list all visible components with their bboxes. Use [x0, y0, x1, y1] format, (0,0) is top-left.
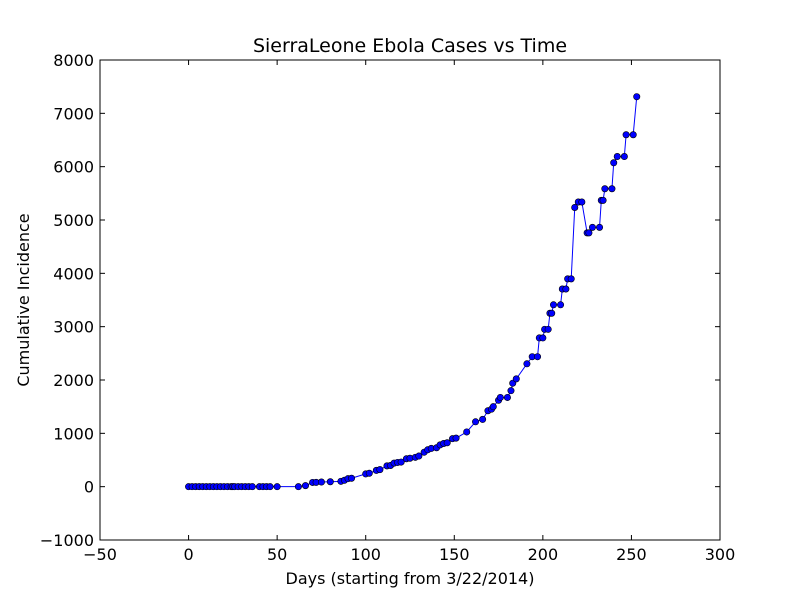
- y-tick-label: 3000: [53, 318, 94, 337]
- data-point: [633, 93, 641, 101]
- data-point: [629, 131, 637, 139]
- data-point: [248, 483, 256, 491]
- y-tick-label: 0: [84, 478, 94, 497]
- data-point: [523, 360, 531, 368]
- x-tick-label: 250: [616, 545, 647, 564]
- data-point: [557, 301, 565, 309]
- x-tick-label: 0: [183, 545, 193, 564]
- data-point: [620, 153, 628, 161]
- data-point: [534, 353, 542, 361]
- data-point: [610, 159, 618, 167]
- data-point: [273, 483, 281, 491]
- data-point: [585, 229, 593, 237]
- data-point: [571, 203, 579, 211]
- x-tick-label: 100: [350, 545, 381, 564]
- data-point: [567, 275, 575, 283]
- y-tick-label: 4000: [53, 264, 94, 283]
- series-layer: [185, 93, 641, 491]
- y-tick-label: −1000: [40, 531, 94, 550]
- data-point: [443, 439, 451, 447]
- data-point: [472, 418, 480, 426]
- data-point: [507, 387, 515, 395]
- data-point: [348, 474, 356, 482]
- data-point: [613, 153, 621, 161]
- x-tick-labels: −50 0 50 100 150 200 250 300: [83, 545, 735, 564]
- x-axis-title: Days (starting from 3/22/2014): [286, 569, 535, 588]
- data-point: [601, 185, 609, 193]
- data-point: [415, 452, 423, 460]
- data-point: [294, 483, 302, 491]
- y-tick-label: 1000: [53, 424, 94, 443]
- y-tick-label: 2000: [53, 371, 94, 390]
- plot-area: [99, 59, 721, 541]
- y-axis-title: Cumulative Incidence: [14, 213, 33, 386]
- y-tick-label: 5000: [53, 211, 94, 230]
- data-point: [365, 469, 373, 477]
- data-point: [549, 301, 557, 309]
- x-tick-label: 300: [705, 545, 736, 564]
- y-tick-label: 8000: [53, 51, 94, 70]
- data-point: [503, 393, 511, 401]
- data-point: [326, 478, 334, 486]
- data-point: [596, 223, 604, 231]
- data-point: [301, 482, 309, 490]
- data-point: [578, 198, 586, 206]
- data-point: [496, 393, 504, 401]
- data-point: [548, 309, 556, 317]
- x-tick-label: 200: [528, 545, 559, 564]
- y-tick-labels: −1000 0 1000 2000 3000 4000 5000 6000 7000 8000: [40, 51, 94, 550]
- data-point: [562, 285, 570, 293]
- y-tick-label: 6000: [53, 158, 94, 177]
- data-point: [463, 428, 471, 436]
- data-point: [608, 185, 616, 193]
- data-point: [266, 483, 274, 491]
- data-point: [544, 325, 552, 333]
- plot-frame: [99, 59, 721, 541]
- data-point: [317, 478, 325, 486]
- data-point: [539, 334, 547, 342]
- x-tick-label: 150: [439, 545, 470, 564]
- data-point: [397, 458, 405, 466]
- x-tick-label: −50: [83, 545, 117, 564]
- y-tick-label: 7000: [53, 104, 94, 123]
- data-point: [489, 403, 497, 411]
- data-point: [622, 131, 630, 139]
- data-point: [588, 223, 596, 231]
- data-point: [376, 466, 384, 474]
- data-point: [452, 434, 460, 442]
- chart-title: SierraLeone Ebola Cases vs Time: [253, 35, 567, 57]
- x-tick-label: 50: [267, 545, 287, 564]
- data-point: [512, 375, 520, 383]
- data-point: [479, 415, 487, 423]
- data-point: [599, 196, 607, 204]
